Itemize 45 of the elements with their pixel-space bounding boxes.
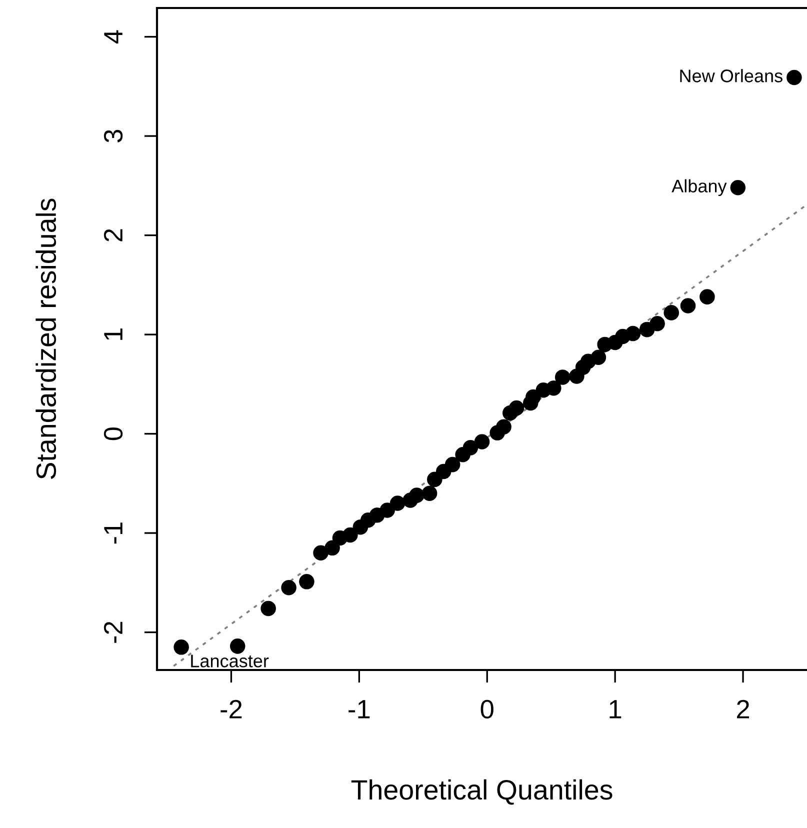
point bbox=[380, 502, 395, 518]
y-tick-label: 1 bbox=[104, 328, 122, 340]
point bbox=[390, 496, 406, 511]
point bbox=[462, 440, 478, 456]
y-tick-label: 3 bbox=[104, 130, 123, 142]
x-tick-label: -1 bbox=[348, 700, 370, 718]
point bbox=[554, 370, 570, 385]
point bbox=[260, 600, 276, 616]
point bbox=[174, 640, 189, 655]
y-tick-label: 2 bbox=[104, 229, 122, 242]
point bbox=[625, 326, 641, 342]
y-tick-label: -2 bbox=[104, 622, 122, 643]
point bbox=[508, 400, 524, 416]
point bbox=[313, 545, 328, 561]
y-axis-title: Standardized residuals bbox=[36, 198, 56, 480]
point bbox=[444, 456, 460, 472]
point bbox=[650, 316, 665, 332]
x-tick-label: 1 bbox=[610, 700, 622, 718]
point bbox=[281, 580, 296, 596]
y-tick-label: -1 bbox=[104, 522, 122, 544]
point bbox=[324, 540, 340, 556]
point bbox=[590, 350, 606, 365]
point bbox=[700, 289, 715, 304]
annotation: Lancaster bbox=[191, 654, 269, 668]
point bbox=[409, 488, 424, 503]
point bbox=[730, 180, 746, 196]
annotation: Albany bbox=[672, 179, 727, 196]
point bbox=[496, 419, 512, 434]
point bbox=[546, 380, 562, 396]
point bbox=[299, 574, 314, 590]
point bbox=[342, 527, 358, 543]
point bbox=[230, 638, 246, 654]
point bbox=[474, 434, 490, 450]
annotation: New Orleans bbox=[680, 69, 782, 82]
y-tick-label: 0 bbox=[104, 427, 123, 440]
point bbox=[680, 298, 696, 314]
y-tick-label: 4 bbox=[104, 30, 122, 44]
x-axis-title: Theoretical Quantiles bbox=[351, 779, 612, 805]
x-tick-label: 2 bbox=[737, 700, 750, 718]
point bbox=[664, 305, 680, 320]
point bbox=[422, 486, 438, 501]
point bbox=[526, 389, 541, 405]
point bbox=[786, 70, 802, 86]
x-tick-label: 0 bbox=[480, 700, 494, 719]
x-tick-label: -2 bbox=[220, 700, 242, 718]
